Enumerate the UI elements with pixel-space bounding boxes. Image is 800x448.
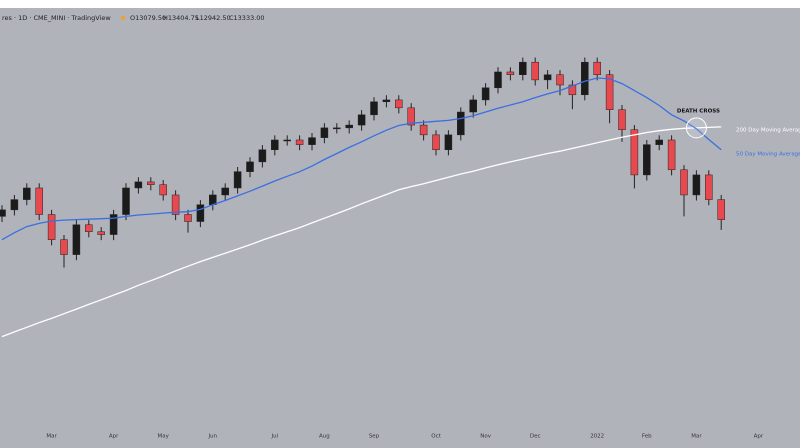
candle-body: [47, 214, 56, 240]
status-dot: [120, 15, 126, 21]
candle-body: [295, 139, 304, 145]
candle-body: [457, 111, 465, 136]
candle-body: [680, 169, 688, 196]
candle-body: [72, 224, 81, 255]
candle-body: [395, 99, 403, 109]
candle-body: [692, 174, 701, 196]
ohlc-value: C13333.00: [229, 14, 265, 22]
x-tick-label: Mar: [691, 434, 702, 440]
candle-body: [221, 187, 229, 196]
candle-body: [10, 199, 19, 211]
candle-body: [246, 161, 254, 172]
candle-body: [147, 181, 155, 185]
ohlc-value: O13079.50: [130, 14, 166, 22]
candle-body: [519, 61, 527, 76]
candle-body: [23, 187, 31, 200]
candle-body: [283, 139, 291, 142]
candle-body: [35, 187, 43, 215]
x-tick-label: Oct: [431, 434, 441, 440]
candle-body: [494, 71, 502, 89]
candle-body: [345, 124, 353, 129]
candle-body: [109, 214, 118, 235]
candle-body: [568, 84, 577, 96]
x-tick-label: Apr: [109, 434, 119, 440]
x-tick-label: Sep: [369, 434, 380, 440]
x-tick-label: Apr: [754, 434, 764, 440]
candle-body: [134, 181, 143, 189]
annotation: DEATH CROSS: [677, 108, 720, 114]
candle-body: [531, 61, 539, 81]
x-tick-label: Jul: [270, 434, 278, 440]
candle-body: [60, 239, 68, 255]
candle-body: [581, 61, 589, 96]
x-tick-label: Nov: [480, 434, 491, 440]
x-tick-label: Jun: [208, 434, 218, 440]
candle-body: [667, 139, 676, 171]
candle-body: [419, 124, 428, 136]
candle-body: [171, 194, 180, 215]
candle-body: [543, 74, 552, 81]
candle-body: [271, 139, 279, 151]
candle-body: [258, 149, 267, 163]
ohlc-value: L12942.50: [196, 14, 231, 22]
candle-body: [382, 99, 391, 103]
moving-average-line: [1, 126, 722, 338]
candle-body: [705, 174, 713, 200]
x-tick-label: Dec: [530, 434, 541, 440]
moving-average-line: [1, 77, 722, 241]
candle-body: [370, 101, 378, 116]
candle-body: [444, 134, 453, 151]
line-label: 200 Day Moving Average: [736, 128, 800, 134]
candle-body: [97, 231, 105, 235]
x-tick-label: Aug: [319, 434, 330, 440]
ohlc-value: H13404.75: [163, 14, 199, 22]
chart-header: res · 1D · CME_MINI · TradingView: [2, 14, 111, 22]
candle-body: [333, 127, 341, 130]
candle-body: [122, 187, 130, 215]
plot-background: [0, 8, 800, 448]
candle-body: [655, 139, 663, 145]
candle-body: [432, 134, 440, 151]
candle-body: [593, 61, 601, 76]
candle-body: [717, 199, 725, 220]
candle-body: [481, 87, 490, 101]
x-tick-label: Mar: [46, 434, 57, 440]
candle-body: [605, 74, 614, 110]
candle-body: [469, 99, 477, 113]
candle-body: [506, 71, 515, 76]
candle-body: [159, 184, 167, 196]
candle-body: [630, 129, 639, 176]
candle-body: [196, 204, 205, 222]
candle-body: [85, 224, 93, 233]
candle-body: [556, 74, 564, 86]
candle-body: [618, 109, 626, 130]
candle-body: [308, 137, 316, 145]
candle-body: [184, 214, 192, 222]
candle-body: [643, 144, 651, 176]
candle-body: [320, 127, 329, 138]
candle-body: [233, 171, 242, 189]
death-cross-circle: [685, 117, 707, 139]
x-tick-label: Feb: [642, 434, 652, 440]
candle-body: [407, 107, 415, 126]
candle-body: [0, 209, 6, 217]
x-tick-label: 2022: [590, 434, 604, 440]
x-tick-label: May: [158, 434, 170, 440]
candle-body: [357, 114, 366, 126]
line-label: 50 Day Moving Average: [736, 152, 800, 158]
